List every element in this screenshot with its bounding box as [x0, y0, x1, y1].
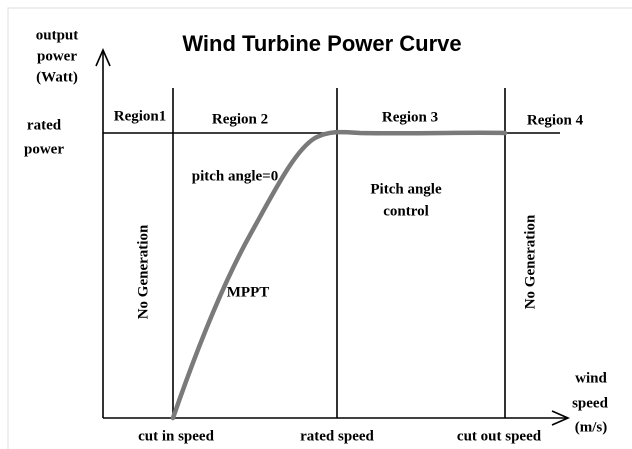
- x-label: wind: [575, 370, 607, 386]
- y-label: output: [36, 27, 79, 43]
- annotation: control: [383, 203, 429, 219]
- rated-label: power: [24, 141, 64, 157]
- power-curve: [170, 129, 508, 421]
- rated-label: rated: [27, 117, 62, 133]
- region-label: Region 2: [212, 111, 268, 127]
- x-tick-label: rated speed: [300, 428, 374, 444]
- x-label: (m/s): [575, 419, 608, 435]
- title: Wind Turbine Power Curve: [182, 31, 461, 56]
- annotation: Pitch angle: [370, 181, 442, 197]
- x-tick-label: cut in speed: [138, 428, 215, 444]
- y-label: power: [37, 48, 77, 64]
- x-tick-label: cut out speed: [457, 428, 542, 444]
- annotation: No Generation: [522, 214, 538, 309]
- region-label: Region 4: [527, 112, 584, 128]
- y-arrow: [95, 48, 111, 67]
- annotation: MPPT: [227, 284, 270, 300]
- region-label: Region 3: [382, 109, 438, 125]
- y-label: (Watt): [36, 69, 78, 85]
- x-label: speed: [572, 395, 608, 411]
- frame: [7, 7, 632, 449]
- annotation: pitch angle=0: [192, 168, 278, 184]
- x-arrow: [551, 410, 570, 426]
- annotation: No Generation: [135, 224, 151, 319]
- region-label: Region1: [114, 108, 167, 124]
